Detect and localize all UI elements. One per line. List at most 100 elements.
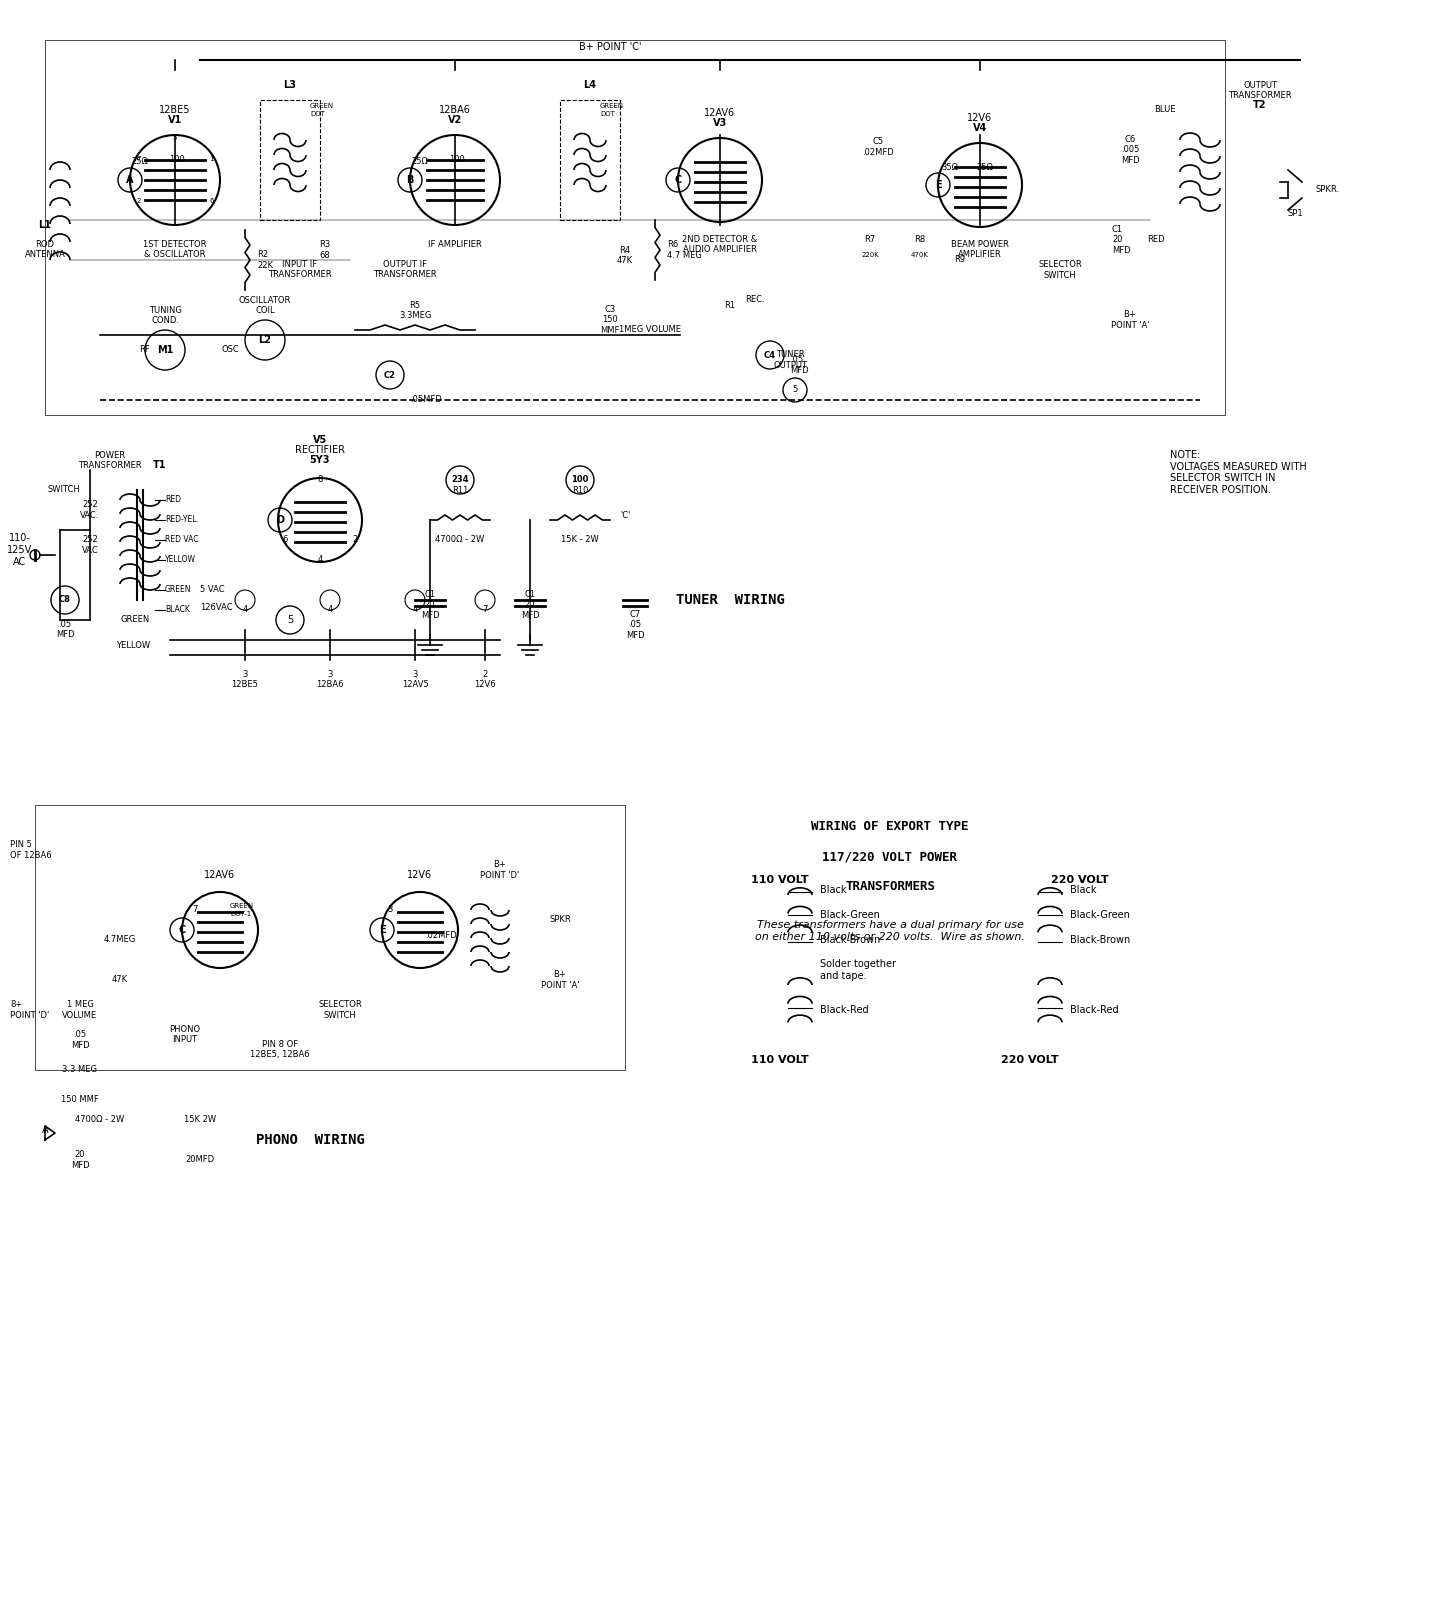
Text: 4700Ω - 2W: 4700Ω - 2W bbox=[436, 534, 485, 544]
Text: OUTPUT IF
TRANSFORMER: OUTPUT IF TRANSFORMER bbox=[373, 259, 437, 280]
Text: A: A bbox=[42, 1125, 48, 1134]
Text: 4700Ω - 2W: 4700Ω - 2W bbox=[76, 1115, 125, 1125]
Text: 4.7MEG: 4.7MEG bbox=[103, 936, 137, 944]
Text: OUTPUT
TRANSFORMER: OUTPUT TRANSFORMER bbox=[1228, 80, 1292, 99]
Text: 110 VOLT: 110 VOLT bbox=[751, 1054, 809, 1066]
Text: R10: R10 bbox=[572, 486, 588, 494]
Text: OSC: OSC bbox=[221, 346, 238, 355]
Text: V5: V5 bbox=[312, 435, 327, 445]
Text: PIN 5
OF 12BA6: PIN 5 OF 12BA6 bbox=[10, 840, 52, 859]
Text: PIN 8 OF
12BE5, 12BA6: PIN 8 OF 12BE5, 12BA6 bbox=[250, 1040, 309, 1059]
Text: C2: C2 bbox=[384, 371, 397, 379]
Text: RF: RF bbox=[139, 346, 150, 355]
Text: C7
.05
MFD: C7 .05 MFD bbox=[626, 610, 644, 640]
Text: 'C': 'C' bbox=[620, 510, 631, 520]
Text: RED VAC: RED VAC bbox=[166, 536, 199, 544]
Text: YELLOW: YELLOW bbox=[166, 555, 196, 565]
Text: TUNER
OUTPUT: TUNER OUTPUT bbox=[773, 350, 806, 370]
Text: C1
20
MFD: C1 20 MFD bbox=[421, 590, 439, 619]
Text: E: E bbox=[934, 179, 942, 190]
Text: R9: R9 bbox=[955, 256, 966, 264]
Text: TRANSFORMERS: TRANSFORMERS bbox=[846, 880, 934, 893]
Text: Black-Brown: Black-Brown bbox=[819, 934, 881, 946]
Text: GREEN: GREEN bbox=[121, 616, 150, 624]
Text: R6
4.7 MEG: R6 4.7 MEG bbox=[667, 240, 702, 259]
Text: 100: 100 bbox=[571, 475, 588, 485]
Text: V3: V3 bbox=[713, 118, 726, 128]
Text: 12V6: 12V6 bbox=[968, 114, 992, 123]
Text: RED: RED bbox=[166, 496, 182, 504]
Text: Black: Black bbox=[819, 885, 847, 894]
Text: 220 VOLT: 220 VOLT bbox=[1001, 1054, 1059, 1066]
Text: SPKR: SPKR bbox=[549, 915, 571, 925]
Text: 1MEG VOLUME: 1MEG VOLUME bbox=[619, 325, 681, 334]
Text: 6: 6 bbox=[209, 198, 214, 203]
Text: BLUE: BLUE bbox=[1154, 106, 1175, 115]
Text: C6
.005
MFD: C6 .005 MFD bbox=[1120, 134, 1139, 165]
Text: L1: L1 bbox=[38, 219, 51, 230]
Text: 234: 234 bbox=[452, 475, 469, 485]
Text: 12AV6: 12AV6 bbox=[205, 870, 235, 880]
Text: 35Ω: 35Ω bbox=[942, 163, 959, 171]
Text: B+ POINT 'C': B+ POINT 'C' bbox=[578, 42, 641, 51]
Text: SP1: SP1 bbox=[1287, 210, 1303, 218]
Text: 126VAC: 126VAC bbox=[201, 603, 232, 613]
Text: 15K 2W: 15K 2W bbox=[185, 1115, 216, 1125]
Text: SELECTOR
SWITCH: SELECTOR SWITCH bbox=[318, 1000, 362, 1019]
Text: 117/220 VOLT POWER: 117/220 VOLT POWER bbox=[822, 850, 958, 862]
Text: 6: 6 bbox=[283, 536, 288, 544]
Text: PHONO  WIRING: PHONO WIRING bbox=[256, 1133, 365, 1147]
Text: R5: R5 bbox=[410, 301, 420, 310]
Text: 12AV6: 12AV6 bbox=[705, 109, 735, 118]
Text: SPKR.: SPKR. bbox=[1315, 186, 1340, 195]
Text: Black-Green: Black-Green bbox=[819, 910, 881, 920]
Text: 1ST DETECTOR
& OSCILLATOR: 1ST DETECTOR & OSCILLATOR bbox=[144, 240, 206, 259]
Text: 15K - 2W: 15K - 2W bbox=[561, 534, 599, 544]
Text: These transformers have a dual primary for use
on either 110 volts or 220 volts.: These transformers have a dual primary f… bbox=[756, 920, 1024, 941]
Text: C8: C8 bbox=[60, 595, 71, 605]
Text: .05
MFD: .05 MFD bbox=[790, 355, 809, 374]
Text: 7: 7 bbox=[137, 157, 141, 162]
Text: 25Ω: 25Ω bbox=[976, 163, 994, 171]
Text: GREEN: GREEN bbox=[166, 586, 192, 595]
Text: INPUT IF
TRANSFORMER: INPUT IF TRANSFORMER bbox=[269, 259, 331, 280]
Text: IF AMPLIFIER: IF AMPLIFIER bbox=[429, 240, 482, 250]
Bar bbox=[35, 805, 625, 1070]
Text: B+
POINT 'A': B+ POINT 'A' bbox=[1110, 310, 1149, 330]
Text: 20
MFD: 20 MFD bbox=[71, 1150, 89, 1170]
Text: 5: 5 bbox=[286, 614, 294, 626]
Text: T1: T1 bbox=[153, 461, 167, 470]
Text: C: C bbox=[179, 925, 186, 934]
Text: 5: 5 bbox=[792, 386, 798, 395]
Text: 12V6: 12V6 bbox=[407, 870, 433, 880]
Text: YELLOW: YELLOW bbox=[116, 640, 150, 650]
Text: Black: Black bbox=[1069, 885, 1097, 894]
Text: .05
MFD: .05 MFD bbox=[55, 619, 74, 640]
Text: C1
20
MFD: C1 20 MFD bbox=[1112, 226, 1130, 254]
Bar bbox=[559, 99, 620, 219]
Text: R2
22K: R2 22K bbox=[257, 250, 273, 270]
Text: 4: 4 bbox=[327, 605, 333, 614]
Text: V2: V2 bbox=[448, 115, 462, 125]
Text: 8: 8 bbox=[317, 475, 323, 485]
Text: R3
68: R3 68 bbox=[320, 240, 331, 259]
Text: R8: R8 bbox=[914, 235, 926, 245]
Text: T2: T2 bbox=[1254, 99, 1267, 110]
Text: 470K: 470K bbox=[911, 251, 928, 258]
Text: RECTIFIER: RECTIFIER bbox=[295, 445, 344, 454]
Text: 2: 2 bbox=[352, 536, 357, 544]
Text: Black-Green: Black-Green bbox=[1069, 910, 1130, 920]
Text: ROD
ANTENNA: ROD ANTENNA bbox=[25, 240, 65, 259]
Text: 47K: 47K bbox=[112, 976, 128, 984]
Text: R7: R7 bbox=[865, 235, 876, 245]
Text: R11: R11 bbox=[452, 486, 468, 494]
Text: GREEN
DOT-1: GREEN DOT-1 bbox=[230, 904, 254, 917]
Text: Black-Red: Black-Red bbox=[1069, 1005, 1119, 1014]
Text: 3
12AV5: 3 12AV5 bbox=[401, 670, 429, 690]
Text: .02MFD: .02MFD bbox=[424, 931, 456, 939]
Text: 3
12BE5: 3 12BE5 bbox=[231, 670, 259, 690]
Text: 100: 100 bbox=[449, 155, 465, 165]
Text: 150 MMF: 150 MMF bbox=[61, 1096, 99, 1104]
Text: L3: L3 bbox=[283, 80, 296, 90]
Text: GREEN
DOT: GREEN DOT bbox=[309, 104, 334, 117]
